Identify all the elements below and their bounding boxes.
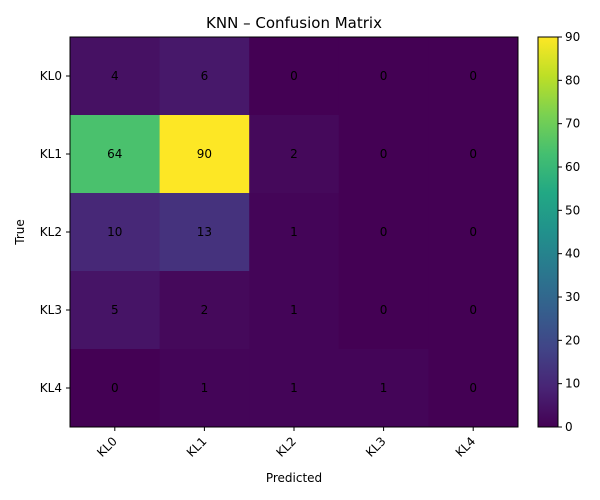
chart-title: KNN – Confusion Matrix [206, 14, 382, 32]
cell-value-label: 0 [469, 225, 477, 239]
colorbar-tick-label: 0 [565, 420, 573, 434]
cell-value-label: 2 [290, 147, 298, 161]
heatmap-cell [428, 37, 519, 116]
x-tick-label: KL4 [453, 434, 479, 460]
colorbar-tick-label: 90 [565, 30, 580, 44]
y-axis-ticks: KL0 KL1 KL2 KL3 KL4 [40, 69, 70, 395]
cell-value-label: 0 [290, 69, 298, 83]
y-tick-label: KL4 [40, 381, 62, 395]
cell-value-label: 5 [111, 303, 119, 317]
y-tick-label: KL0 [40, 69, 62, 83]
cell-value-label: 0 [469, 303, 477, 317]
cell-value-label: 0 [469, 147, 477, 161]
cell-value-label: 1 [380, 381, 388, 395]
y-tick-label: KL2 [40, 225, 62, 239]
heatmap-cell [159, 193, 250, 272]
heatmap-cell [70, 193, 161, 272]
cell-value-label: 0 [380, 147, 388, 161]
heatmap-cell [159, 349, 250, 428]
heatmap-cell [70, 349, 161, 428]
cell-value-label: 1 [290, 225, 298, 239]
x-tick-label: KL1 [184, 434, 210, 460]
cell-value-label: 0 [469, 381, 477, 395]
heatmap-cell [428, 115, 519, 194]
heatmap-cell [249, 349, 340, 428]
cell-value-label: 0 [380, 225, 388, 239]
cell-value-label: 0 [380, 69, 388, 83]
heatmap-cell [249, 193, 340, 272]
heatmap-cell [428, 193, 519, 272]
heatmap-cell [70, 37, 161, 116]
heatmap-cell [249, 271, 340, 350]
colorbar-tick-label: 40 [565, 247, 580, 261]
cell-value-label: 1 [201, 381, 209, 395]
x-tick-label: KL0 [94, 434, 120, 460]
heatmap-cell [159, 37, 250, 116]
heatmap-cell [428, 271, 519, 350]
y-tick-label: KL1 [40, 147, 62, 161]
y-axis-label: True [13, 219, 27, 246]
cell-value-label: 1 [290, 381, 298, 395]
y-tick-label: KL3 [40, 303, 62, 317]
cell-value-label: 10 [107, 225, 122, 239]
x-axis-ticks: KL0 KL1 KL2 KL3 KL4 [94, 427, 478, 460]
colorbar-tick-label: 50 [565, 203, 580, 217]
heatmap-cell [338, 193, 429, 272]
cell-value-label: 4 [111, 69, 119, 83]
heatmap-cell [70, 115, 161, 194]
heatmap-cell [338, 271, 429, 350]
x-axis-label: Predicted [266, 471, 322, 485]
heatmap-cell [338, 115, 429, 194]
heatmap-cell [70, 271, 161, 350]
heatmap-cell [249, 37, 340, 116]
colorbar-tick-label: 10 [565, 377, 580, 391]
heatmap-cell [428, 349, 519, 428]
cell-value-label: 90 [197, 147, 212, 161]
cell-value-label: 1 [290, 303, 298, 317]
heatmap-cells [70, 37, 519, 428]
colorbar [537, 36, 559, 428]
colorbar-tick-label: 20 [565, 333, 580, 347]
heatmap-cell [159, 115, 250, 194]
x-tick-label: KL3 [363, 434, 389, 460]
cell-value-label: 6 [201, 69, 209, 83]
heatmap-cell [159, 271, 250, 350]
x-tick-label: KL2 [273, 434, 299, 460]
cell-value-label: 64 [107, 147, 122, 161]
cell-value-label: 0 [380, 303, 388, 317]
cell-value-label: 0 [111, 381, 119, 395]
heatmap-cell [338, 349, 429, 428]
cell-value-label: 13 [197, 225, 212, 239]
colorbar-ticks: 0 10 20 30 40 50 60 70 80 90 [558, 30, 580, 434]
cell-value-label: 0 [469, 69, 477, 83]
cell-value-label: 2 [201, 303, 209, 317]
heatmap-cell [338, 37, 429, 116]
colorbar-tick-label: 80 [565, 73, 580, 87]
colorbar-tick-label: 30 [565, 290, 580, 304]
heatmap-cell-labels: 4 6 0 0 064 90 2 0 010 13 1 0 05 2 1 0 00 1 1 1 0 [107, 69, 477, 395]
heatmap-cell [249, 115, 340, 194]
colorbar-tick-label: 60 [565, 160, 580, 174]
colorbar-tick-label: 70 [565, 117, 580, 131]
